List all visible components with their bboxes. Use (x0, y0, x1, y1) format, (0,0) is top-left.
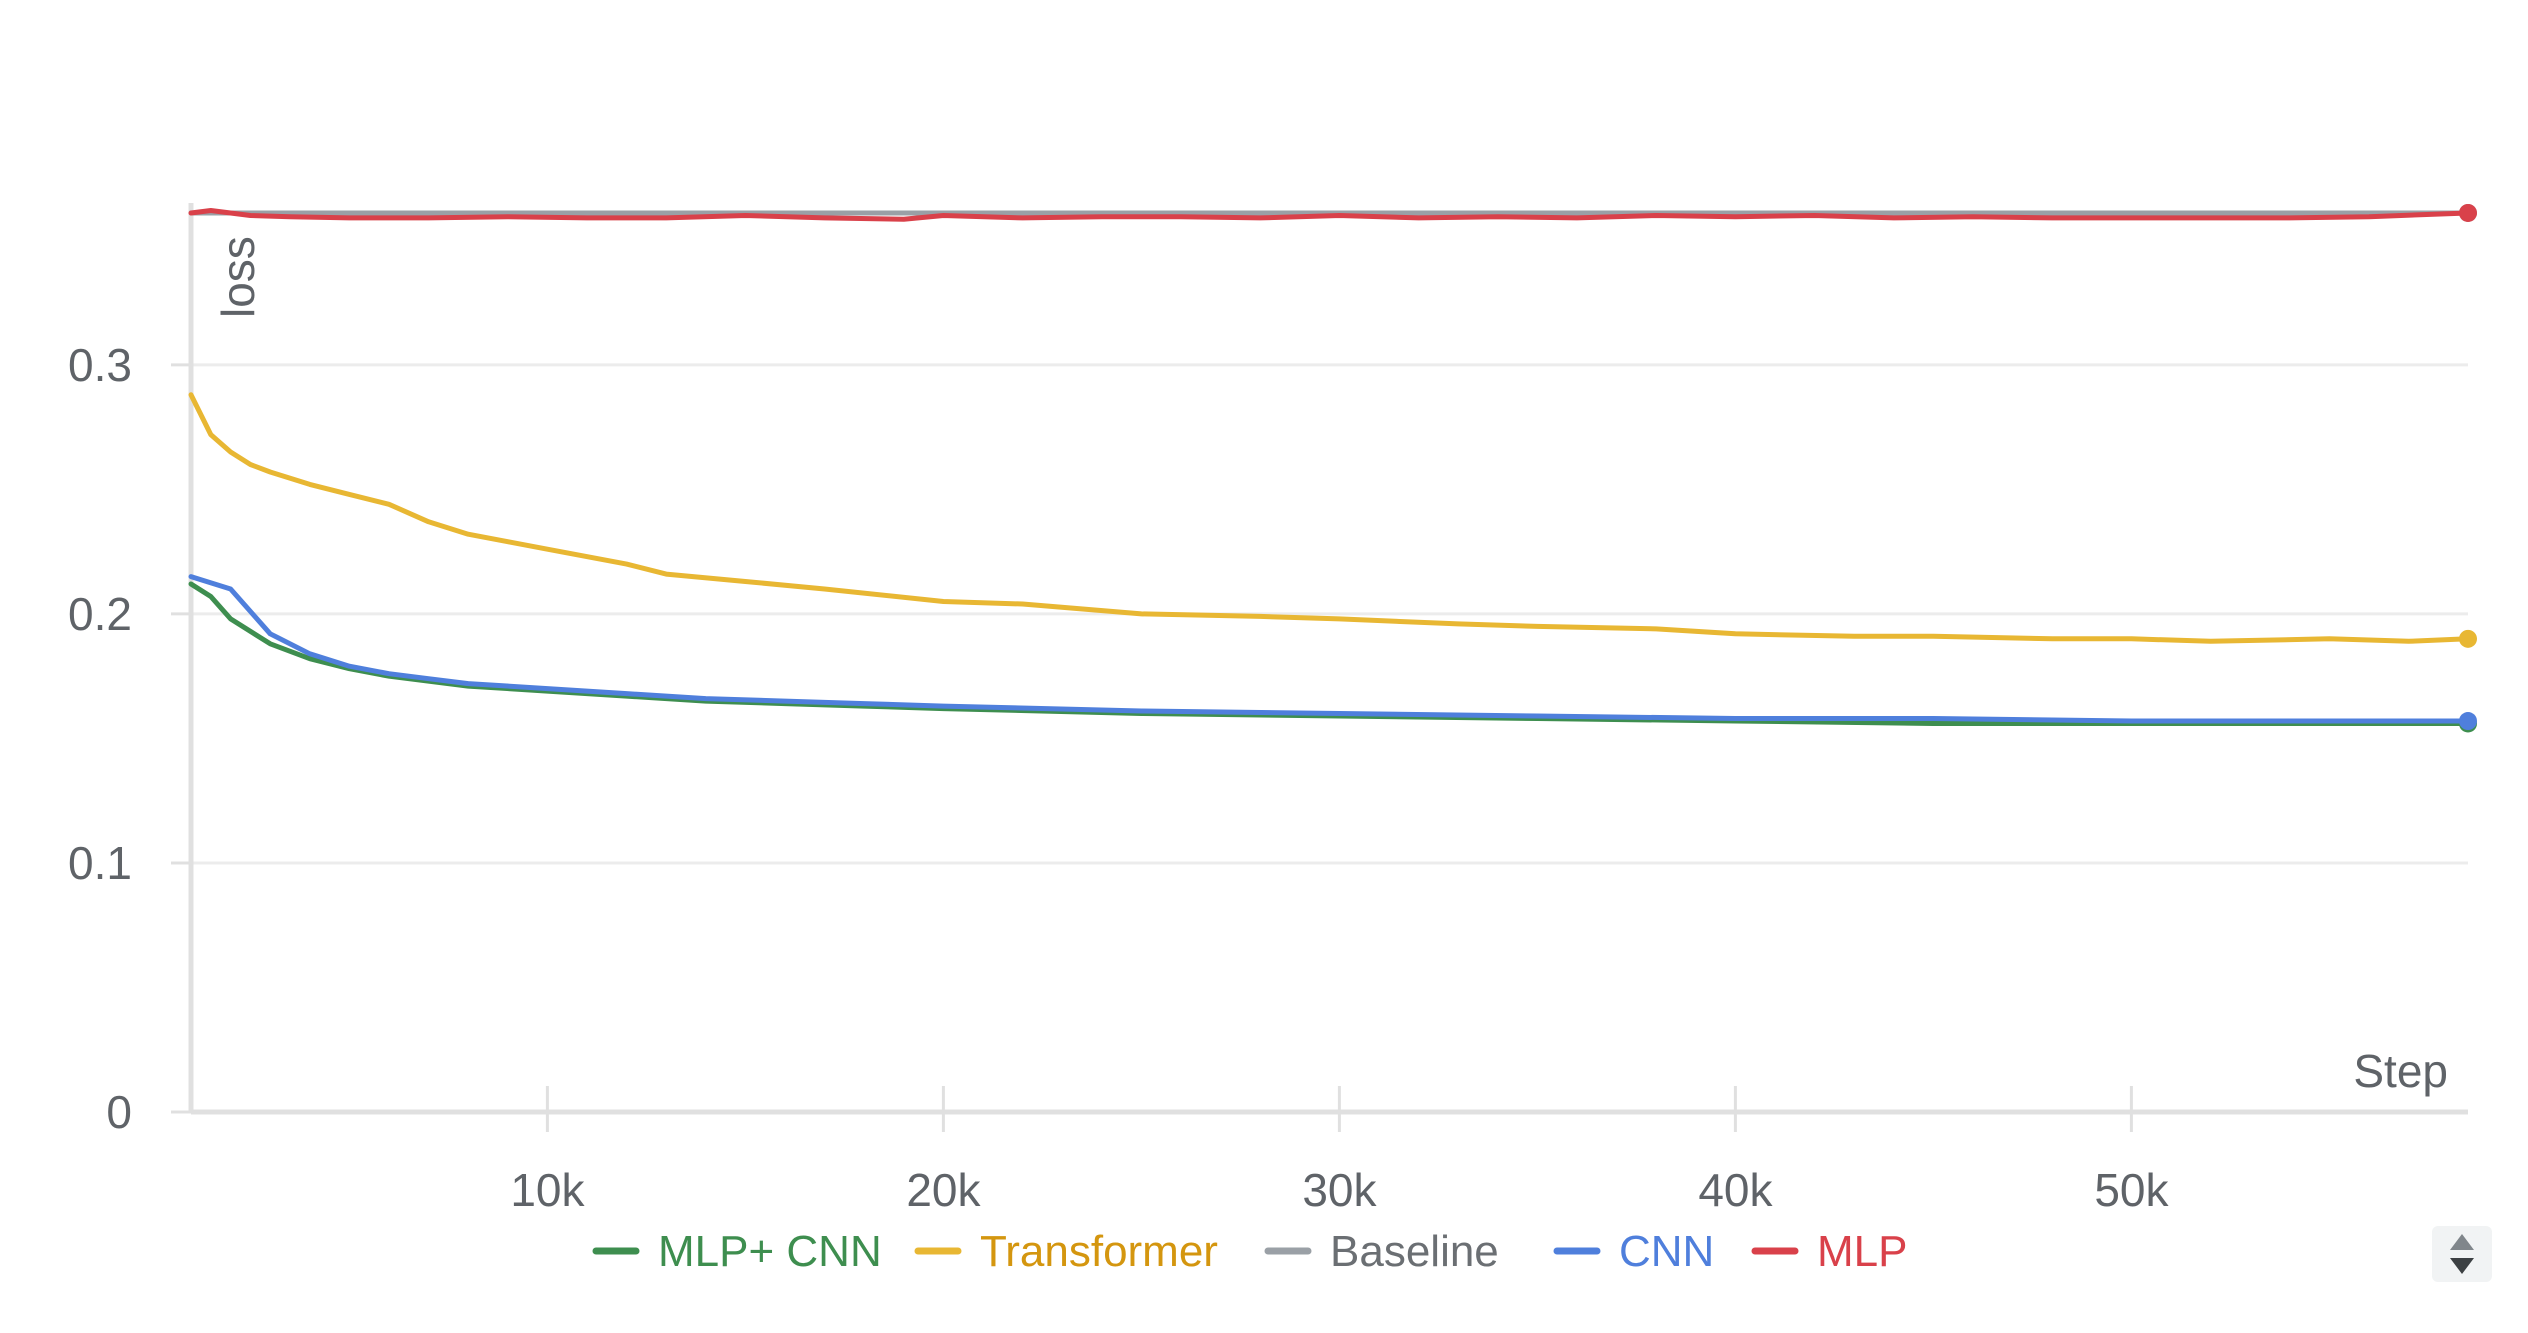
y-tick-label: 0 (106, 1086, 132, 1138)
legend-label: CNN (1619, 1227, 1714, 1276)
legend-item-baseline[interactable]: Baseline (1264, 1227, 1499, 1276)
legend-label: MLP+ CNN (658, 1227, 882, 1276)
y-tick-label: 0.2 (68, 588, 132, 640)
up-down-arrows-icon (2450, 1234, 2474, 1274)
tick-labels: 0 0.1 0.2 0.3 10k 20k 30k 40k 50k (68, 339, 2169, 1216)
legend-label: Baseline (1330, 1227, 1499, 1276)
series-end-point (2459, 629, 2477, 648)
x-axis-title: Step (2353, 1045, 2448, 1097)
legend-label: Transformer (980, 1227, 1218, 1276)
legend-scroll-control[interactable] (2432, 1226, 2492, 1282)
y-tick-label: 0.1 (68, 837, 132, 889)
series-end-point (2459, 203, 2477, 222)
series-line-cnn[interactable] (188, 574, 2471, 724)
x-tick-label: 50k (2094, 1164, 2169, 1216)
x-tick-label: 10k (510, 1164, 585, 1216)
series-lines (188, 203, 2477, 733)
y-axis-title: loss (212, 236, 264, 318)
x-tick-label: 20k (906, 1164, 981, 1216)
legend-item-transformer[interactable]: Transformer (914, 1227, 1218, 1276)
y-tick-label: 0.3 (68, 339, 132, 391)
axes: loss Step (188, 203, 2468, 1115)
series-line-transformer[interactable] (188, 392, 2471, 644)
series-line-mlp[interactable] (188, 208, 2471, 222)
legend-item-mlp[interactable]: MLP (1751, 1227, 1907, 1276)
x-tick-label: 30k (1302, 1164, 1377, 1216)
legend-label: MLP (1817, 1227, 1907, 1276)
grid-lines (171, 363, 2468, 1132)
legend-item-cnn[interactable]: CNN (1553, 1227, 1714, 1276)
series-end-point (2459, 712, 2477, 731)
x-tick-label: 40k (1698, 1164, 1773, 1216)
series-line-mlp-cnn[interactable] (188, 581, 2471, 726)
legend: MLP+ CNN Transformer Baseline CNN MLP (592, 1227, 1907, 1276)
legend-item-mlp-cnn[interactable]: MLP+ CNN (592, 1227, 882, 1276)
